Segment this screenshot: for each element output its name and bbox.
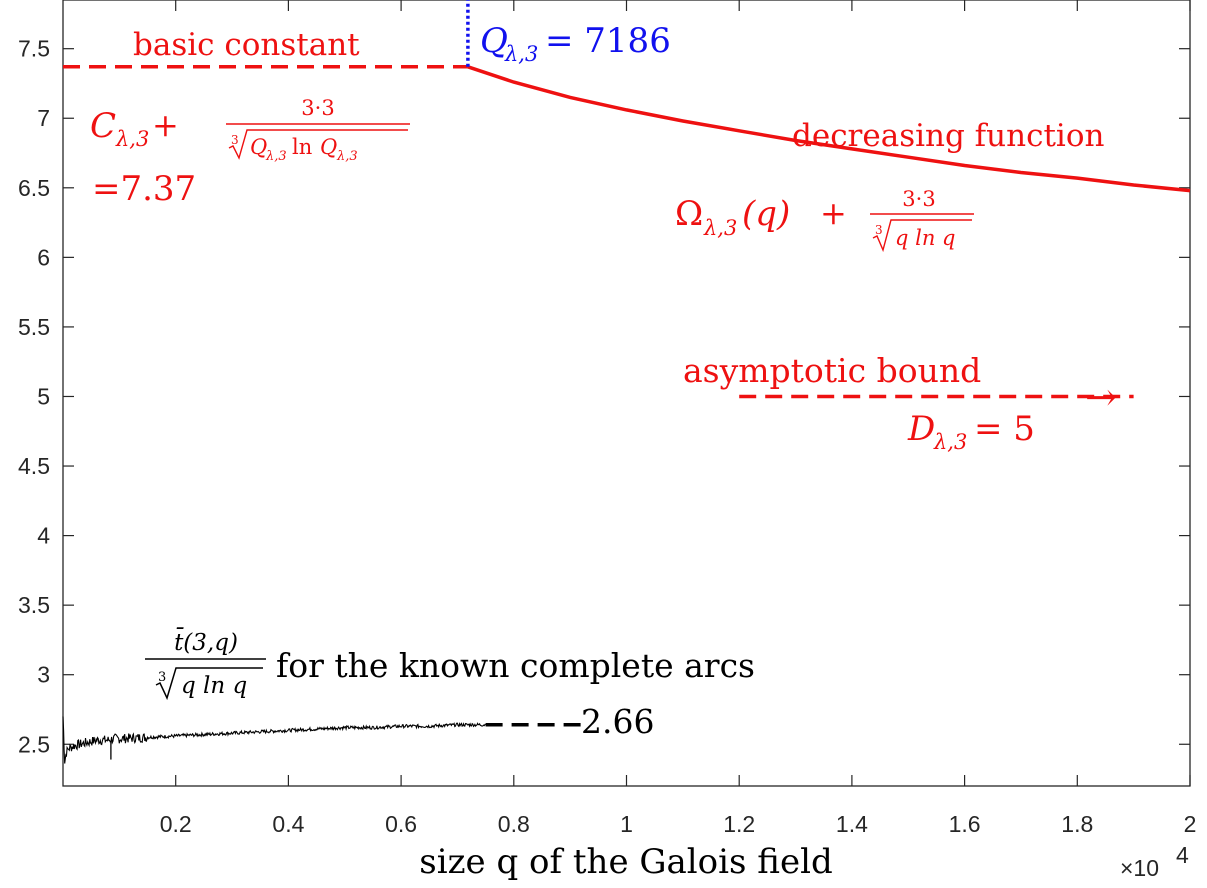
t-cube-root-index: 3 xyxy=(158,670,166,685)
x-tick-label: 1 xyxy=(620,811,633,837)
c-fraction-denominator-q2: Q xyxy=(320,135,337,159)
y-tick-label: 5 xyxy=(37,383,50,409)
c-formula-subscript: λ,3 xyxy=(115,127,149,151)
annotation-decreasing-function: decreasing function xyxy=(792,118,1104,154)
x-tick-label: 2 xyxy=(1184,811,1197,837)
q-symbol: Q xyxy=(480,21,508,61)
omega-cube-root-index: 3 xyxy=(875,223,883,237)
x-tick-label: 1.6 xyxy=(949,811,981,837)
d-subscript: λ,3 xyxy=(933,430,967,454)
c-fraction-denominator-sub2: λ,3 xyxy=(336,149,358,164)
x-tick-label: 0.6 xyxy=(385,811,417,837)
x-tick-labels: 0.2 0.4 0.6 0.8 1 1.2 1.4 1.6 1.8 2 xyxy=(160,811,1197,837)
y-tick-label: 3 xyxy=(37,662,50,688)
x-tick-label: 1.2 xyxy=(723,811,755,837)
q-value: = 7186 xyxy=(545,21,671,61)
c-fraction-denominator-sub: λ,3 xyxy=(265,149,287,164)
omega-fraction-numerator: 3·3 xyxy=(902,187,935,211)
x-tick-label: 0.4 xyxy=(272,811,304,837)
x-tick-label: 1.4 xyxy=(836,811,868,837)
annotation-d-formula: D λ,3 = 5 xyxy=(907,409,1035,454)
c-formula-symbol: C xyxy=(90,106,116,146)
omega-subscript: λ,3 xyxy=(703,216,737,240)
y-tick-label: 5.5 xyxy=(18,314,50,340)
omega-symbol: Ω xyxy=(675,194,703,234)
y-tick-label: 4 xyxy=(37,523,50,549)
annotation-c-formula: C λ,3 + 3·3 3 Q λ,3 ln Q λ,3 =7.37 xyxy=(90,96,410,209)
c-formula-value: =7.37 xyxy=(92,169,196,209)
y-tick-label: 4.5 xyxy=(18,453,50,479)
c-radical-sign xyxy=(228,129,408,160)
y-tick-label: 6 xyxy=(37,244,50,270)
omega-fraction-denominator: q ln q xyxy=(895,226,955,250)
x-axis-label: size q of the Galois field xyxy=(419,842,832,882)
y-tick-label: 7 xyxy=(37,105,50,131)
axis-ticks xyxy=(63,0,1191,786)
annotation-omega-formula: Ω λ,3 (q) + 3·3 3 q ln q xyxy=(675,187,974,253)
c-cube-root-index: 3 xyxy=(231,133,239,147)
x-tick-label: 0.8 xyxy=(498,811,530,837)
x-axis-multiplier: ×10 xyxy=(1120,855,1159,881)
omega-radical-sign xyxy=(872,219,972,253)
annotation-t-formula: t̄(3,q) 3 q ln q for the known complete … xyxy=(145,628,755,741)
q-subscript: λ,3 xyxy=(504,42,538,66)
annotation-basic-constant: basic constant xyxy=(133,27,360,63)
asymptotic-arrow: → xyxy=(1085,375,1117,419)
omega-plus: + xyxy=(820,194,847,232)
t-radical-sign xyxy=(155,667,263,701)
annotation-q-threshold: Q λ,3 = 7186 xyxy=(480,21,671,66)
series-line-1 xyxy=(467,65,1191,193)
t-limit-value: 2.66 xyxy=(581,702,654,741)
y-tick-labels: 2.5 3 3.5 4 4.5 5 5.5 6 6.5 7 7.5 xyxy=(18,36,50,758)
omega-argument: (q) xyxy=(742,194,790,234)
d-value: = 5 xyxy=(974,409,1035,449)
x-tick-label: 1.8 xyxy=(1061,811,1093,837)
d-symbol: D xyxy=(907,409,935,449)
y-tick-label: 2.5 xyxy=(18,731,50,757)
series-lines xyxy=(62,0,1191,764)
c-fraction-denominator-q: Q xyxy=(250,135,267,159)
t-fraction-numerator: t̄(3,q) xyxy=(174,628,238,656)
y-tick-label: 6.5 xyxy=(18,175,50,201)
t-description: for the known complete arcs xyxy=(276,646,755,685)
y-tick-label: 7.5 xyxy=(18,36,50,62)
annotation-asymptotic-bound: asymptotic bound xyxy=(683,351,981,390)
c-formula-plus: + xyxy=(152,106,179,144)
series-line-4 xyxy=(62,716,486,764)
plot-area xyxy=(62,0,1191,787)
x-axis-multiplier-exponent: 4 xyxy=(1176,842,1189,868)
x-tick-label: 0.2 xyxy=(160,811,192,837)
c-fraction-numerator: 3·3 xyxy=(301,96,334,120)
c-fraction-denominator-ln: ln xyxy=(292,135,312,159)
y-tick-label: 3.5 xyxy=(18,592,50,618)
t-fraction-denominator: q ln q xyxy=(181,673,247,699)
